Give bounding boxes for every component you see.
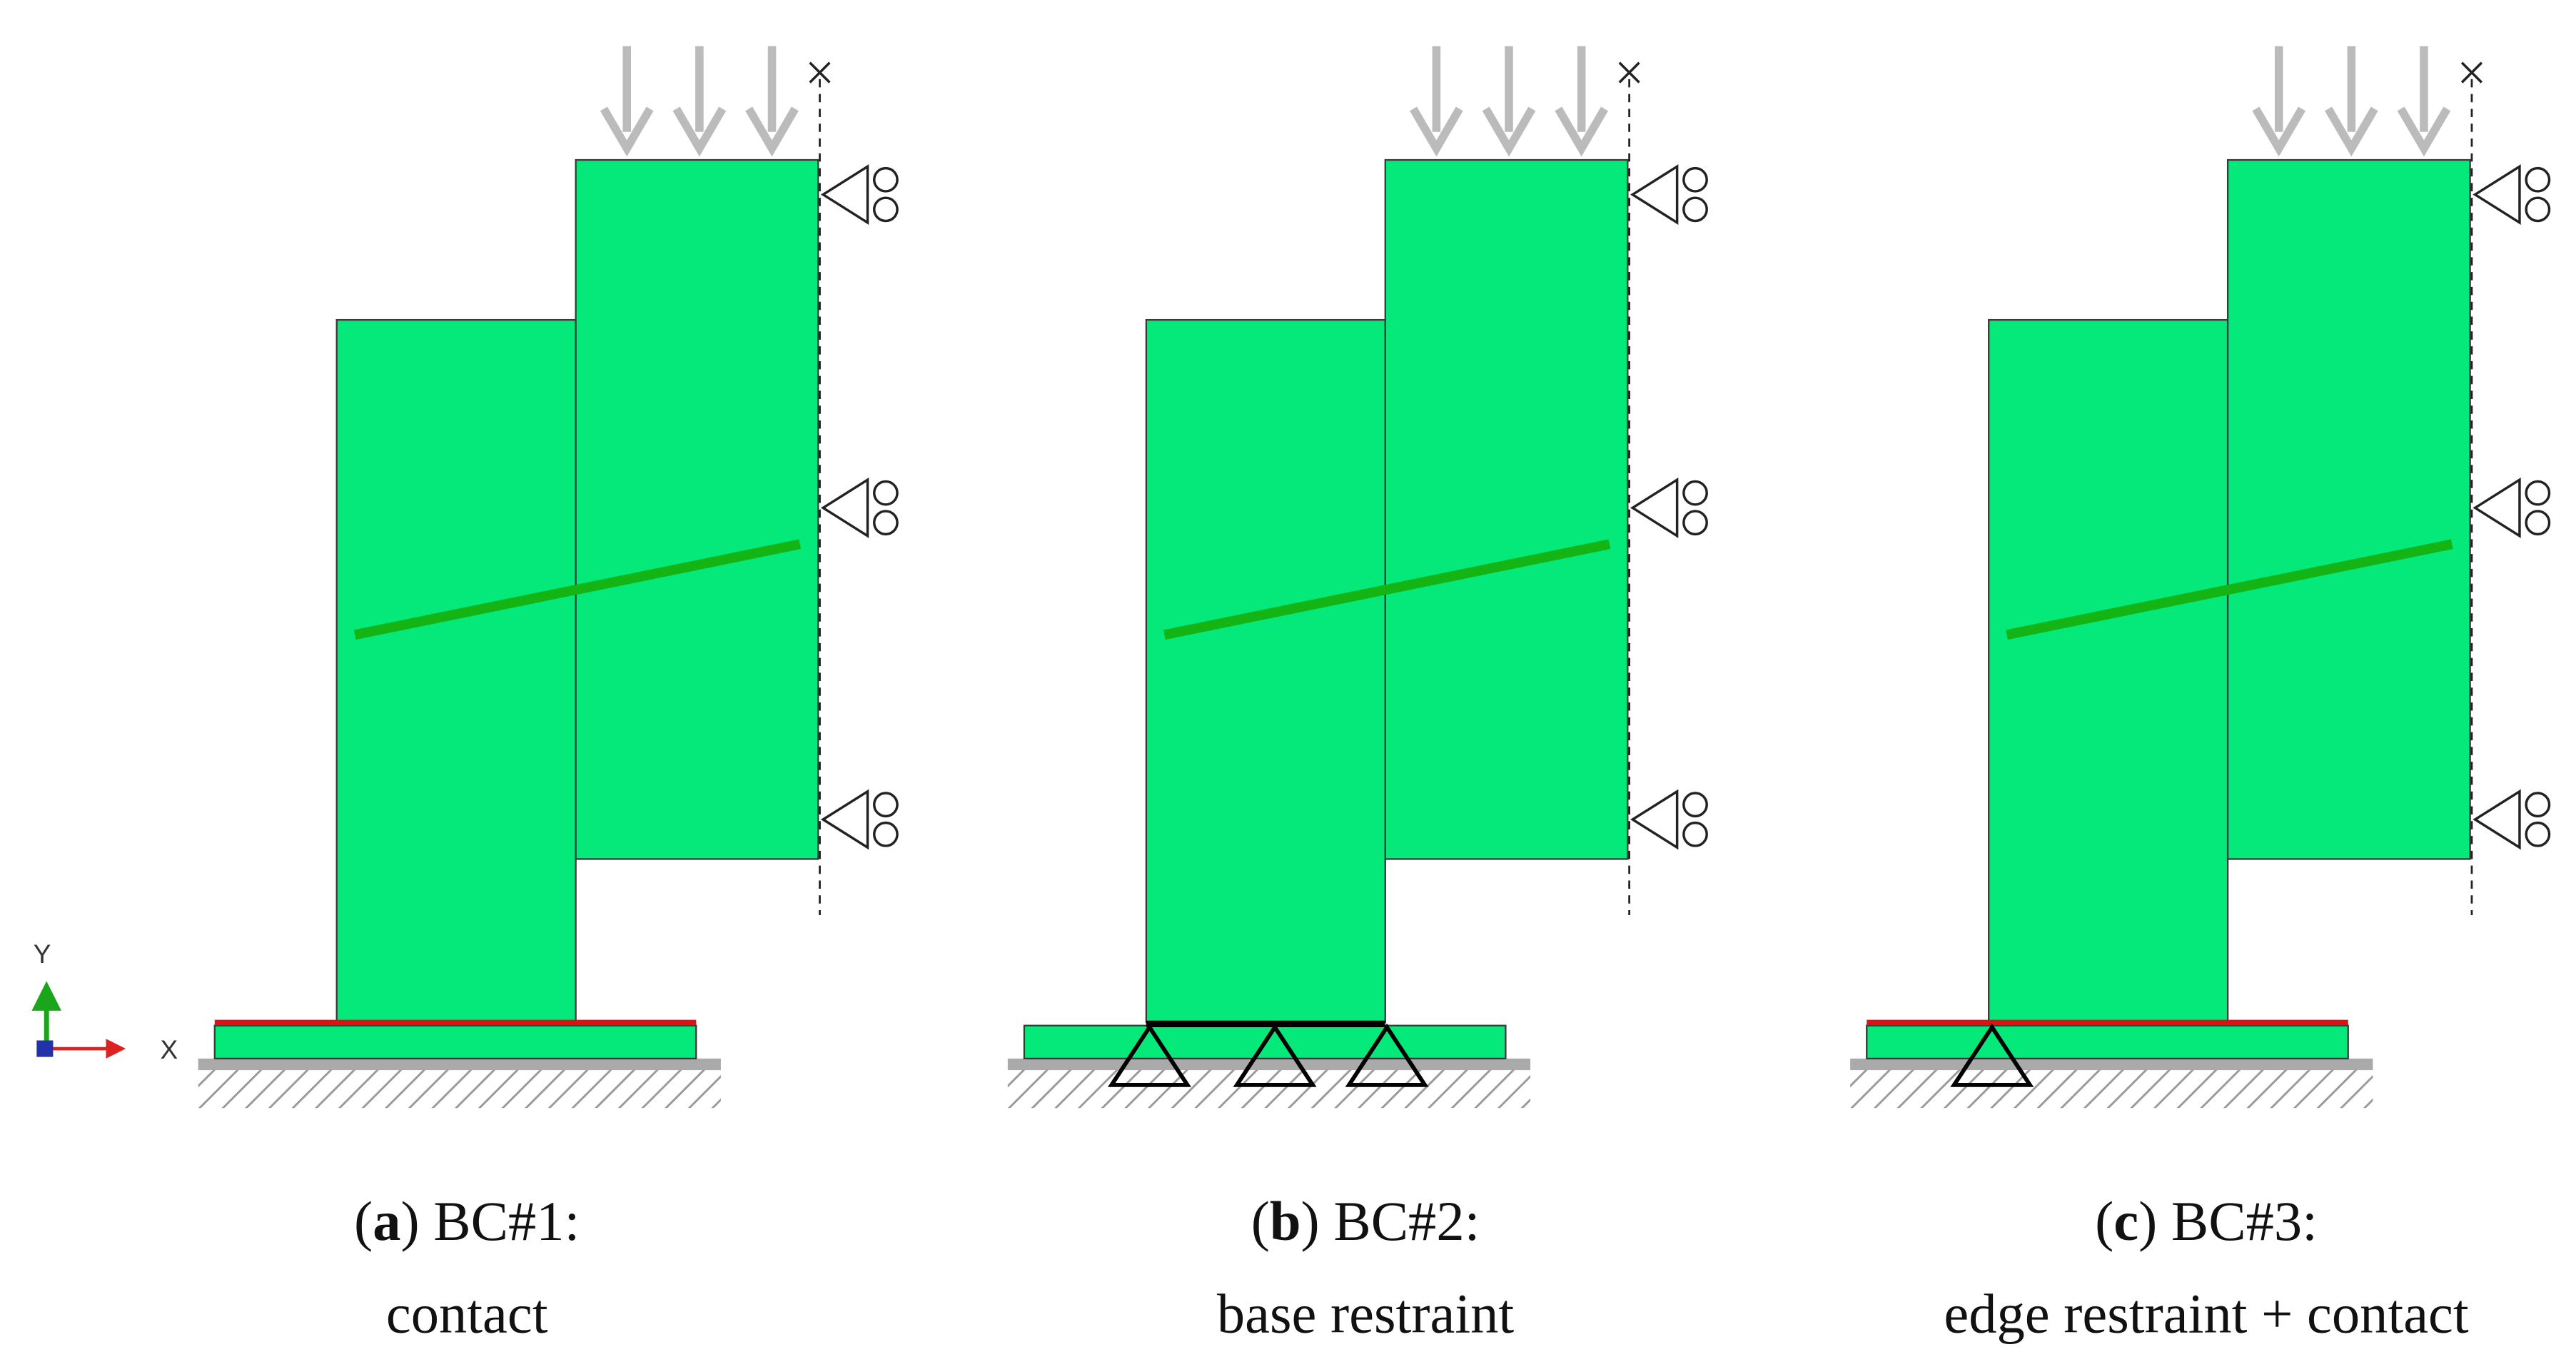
roller-support <box>2473 478 2521 538</box>
panel <box>198 46 899 1109</box>
right-block <box>575 158 819 860</box>
roller-support <box>1630 164 1679 225</box>
roller <box>872 480 899 506</box>
roller-support <box>1630 789 1679 850</box>
load-arrow-head <box>600 106 654 157</box>
ground-hatch <box>1850 1068 2373 1109</box>
load-arrow-head <box>2325 106 2378 157</box>
ground-hatch <box>1007 1068 1531 1109</box>
base-slab <box>213 1024 697 1060</box>
roller-support <box>820 164 869 225</box>
load-arrow-head <box>1410 106 1463 157</box>
rebar <box>353 539 802 640</box>
axis-triad: Y X <box>31 939 178 1064</box>
caption-letter: b <box>1270 1190 1301 1252</box>
roller <box>1682 196 1708 223</box>
load-arrow-head <box>1555 106 1608 157</box>
panel <box>1007 46 1708 1109</box>
right-block <box>1384 158 1629 860</box>
roller <box>872 792 899 818</box>
symmetry-cross <box>809 61 831 84</box>
pin-support <box>1345 1023 1429 1087</box>
roller <box>1682 510 1708 536</box>
pin-support <box>1233 1023 1317 1087</box>
roller-support <box>2473 789 2521 850</box>
roller <box>2525 792 2551 818</box>
roller-support <box>2473 164 2521 225</box>
caption-suffix: ) BC#2: <box>1301 1190 1480 1252</box>
ground <box>1850 1058 2373 1071</box>
caption-suffix: ) BC#3: <box>2138 1190 2318 1252</box>
ground <box>198 1058 721 1071</box>
left-block <box>1145 318 1386 1024</box>
base-slab <box>1866 1024 2349 1060</box>
axis-y-label: Y <box>34 939 51 969</box>
roller <box>872 510 899 536</box>
caption-prefix: ( <box>354 1190 373 1252</box>
symmetry-cross <box>1618 61 1640 84</box>
roller <box>2525 480 2551 506</box>
load-arrow-head <box>745 106 799 157</box>
pin-support <box>1950 1023 2034 1087</box>
ground <box>1007 1058 1531 1071</box>
roller-support <box>1630 478 1679 538</box>
left-block <box>1988 318 2229 1024</box>
roller <box>2525 166 2551 193</box>
caption-description: base restraint <box>1217 1282 1515 1344</box>
symmetry-cross <box>2460 61 2483 84</box>
axis-x-label: X <box>161 1035 178 1064</box>
roller-support <box>820 478 869 538</box>
roller <box>2525 821 2551 847</box>
rebar <box>2006 539 2453 640</box>
caption-letter: c <box>2113 1190 2138 1252</box>
roller <box>1682 792 1708 818</box>
left-block <box>335 318 577 1024</box>
roller <box>1682 480 1708 506</box>
load-arrow-head <box>2397 106 2451 157</box>
caption-description: edge restraint + contact <box>1944 1282 2469 1344</box>
caption-description: contact <box>386 1282 548 1344</box>
roller <box>2525 510 2551 536</box>
load-arrow-head <box>672 106 727 157</box>
right-block <box>2226 158 2471 860</box>
caption-title: (a) BC#1: <box>354 1190 580 1252</box>
caption-prefix: ( <box>2095 1190 2113 1252</box>
roller <box>1682 821 1708 847</box>
panel <box>1850 46 2551 1109</box>
roller <box>1682 166 1708 193</box>
roller <box>2525 196 2551 223</box>
rebar <box>1163 539 1611 640</box>
caption-title: (c) BC#3: <box>2095 1190 2318 1252</box>
caption-letter: a <box>373 1190 400 1252</box>
roller <box>872 166 899 193</box>
roller <box>872 196 899 223</box>
caption-title: (b) BC#2: <box>1251 1190 1480 1252</box>
roller <box>872 821 899 847</box>
pin-support <box>1107 1023 1191 1087</box>
roller-support <box>820 789 869 850</box>
load-arrow-head <box>2252 106 2306 157</box>
ground-hatch <box>198 1068 721 1109</box>
caption-suffix: ) BC#1: <box>400 1190 580 1252</box>
load-arrow-head <box>1482 106 1536 157</box>
caption-prefix: ( <box>1251 1190 1270 1252</box>
